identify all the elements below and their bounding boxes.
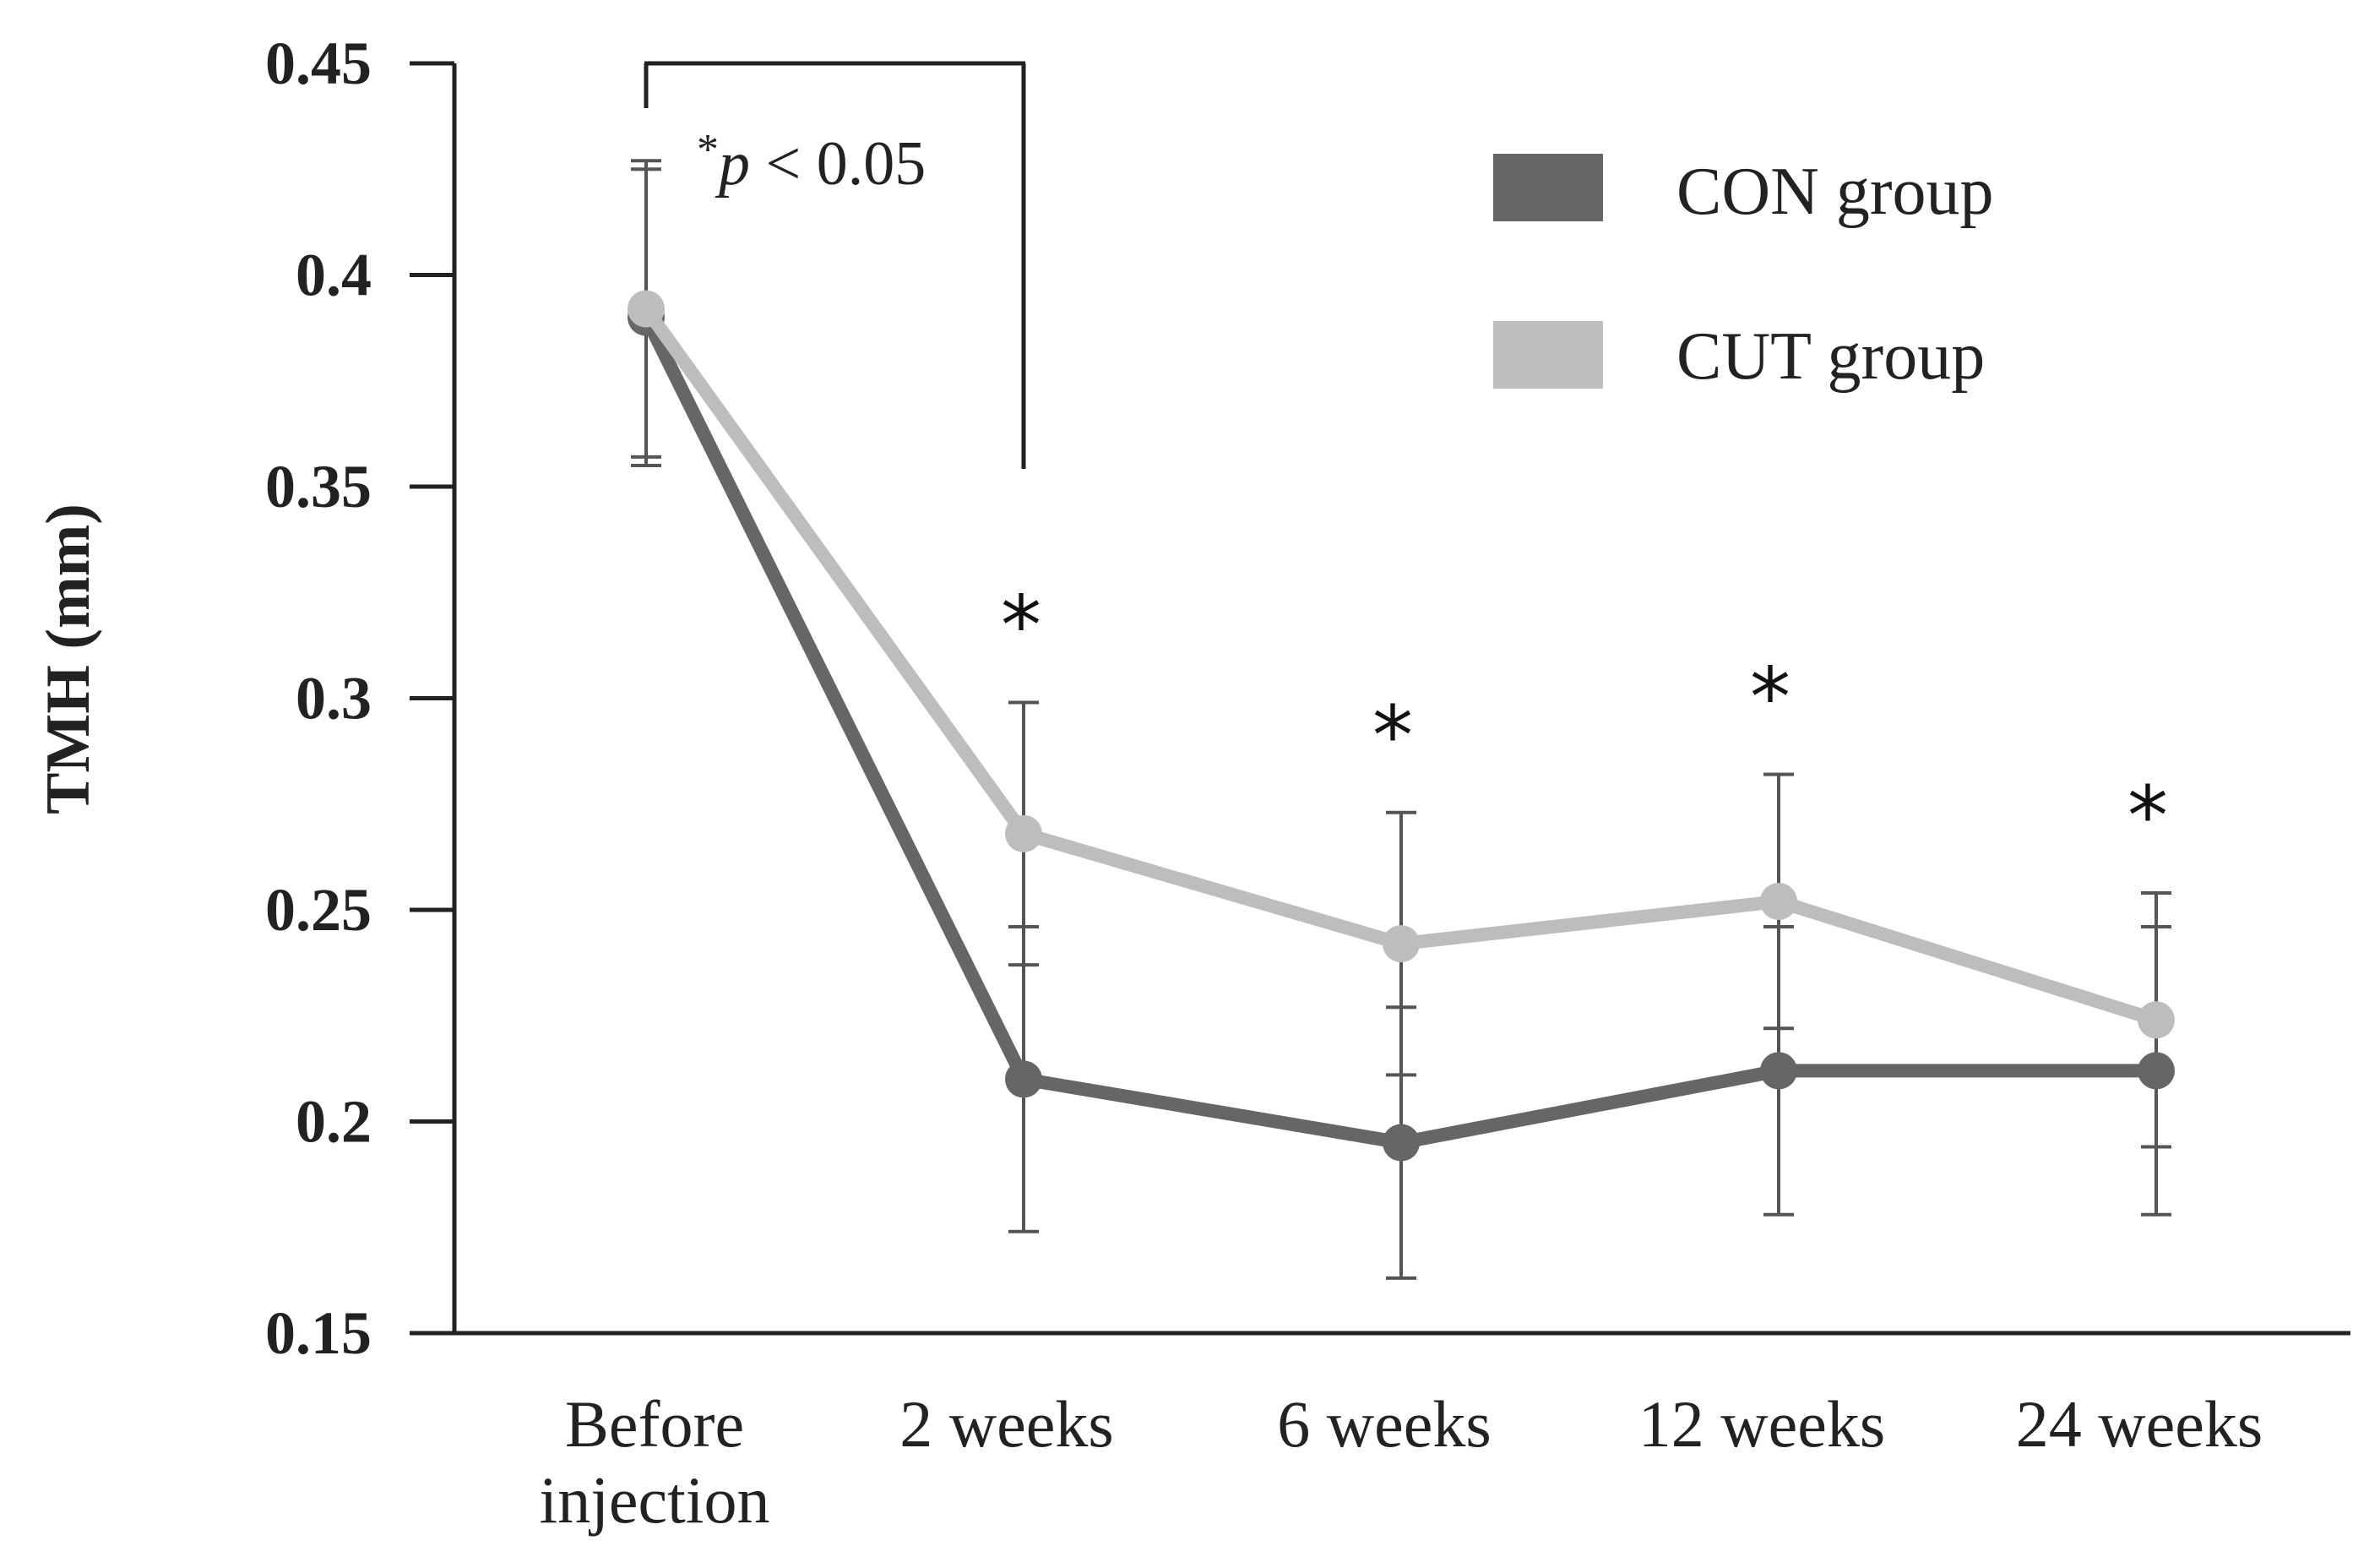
significance-star-0: * — [1001, 579, 1041, 673]
point-con-1 — [1005, 1060, 1042, 1098]
significance-star-3: * — [2127, 769, 2168, 863]
point-cut-2 — [1383, 925, 1420, 963]
y-tick-label-5: 0.4 — [296, 242, 372, 309]
x-tick-label-3: 12 weeks — [1638, 1387, 1885, 1461]
legend-swatch-con — [1493, 154, 1603, 221]
x-tick-label-0-line-1: injection — [540, 1463, 770, 1537]
x-tick-label-0-line-0: Before — [565, 1387, 744, 1461]
y-ticks: 0.15 0.2 0.25 0.3 0.35 0.4 0.45 — [265, 30, 454, 1367]
legend-swatch-cut — [1493, 321, 1603, 389]
significance-star-2: * — [1750, 651, 1790, 745]
x-tick-label-4-line-0: 24 weeks — [2016, 1387, 2263, 1461]
p-value-annotation: *p < 0.05 — [697, 126, 926, 199]
y-tick-label-3: 0.3 — [296, 665, 372, 732]
y-axis-label: TMH (mm) — [34, 504, 103, 814]
y-tick-label-1: 0.2 — [296, 1088, 372, 1156]
annotation-threshold: < 0.05 — [750, 129, 926, 199]
point-con-2 — [1383, 1124, 1420, 1162]
y-tick-label-0: 0.15 — [265, 1299, 372, 1367]
annotation-star: * — [697, 126, 719, 174]
point-con-4 — [2138, 1052, 2175, 1090]
x-tick-label-3-line-0: 12 weeks — [1638, 1387, 1885, 1461]
significance-bracket: *p < 0.05 — [644, 61, 1026, 469]
legend-label-con: CON group — [1676, 155, 1994, 229]
y-tick-label-6: 0.45 — [265, 30, 372, 97]
x-tick-label-0: Before injection — [540, 1387, 770, 1537]
x-tick-label-1-line-0: 2 weeks — [899, 1387, 1113, 1461]
y-tick-label-2: 0.25 — [265, 876, 372, 944]
point-cut-4 — [2138, 1001, 2175, 1039]
point-cut-0 — [628, 290, 665, 328]
x-tick-label-2: 6 weeks — [1277, 1387, 1491, 1461]
x-ticks: Before injection 2 weeks 6 weeks 12 weeks 24 … — [540, 1387, 2263, 1537]
point-cut-1 — [1005, 814, 1042, 852]
annotation-p: p — [715, 129, 750, 199]
y-tick-label-4: 0.35 — [265, 453, 372, 520]
legend: CON group CUT group — [1493, 154, 1994, 394]
x-tick-label-1: 2 weeks — [899, 1387, 1113, 1461]
series-layer — [628, 159, 2175, 1280]
point-con-3 — [1760, 1052, 1797, 1090]
significance-star-1: * — [1372, 689, 1413, 783]
x-tick-label-4: 24 weeks — [2016, 1387, 2263, 1461]
legend-label-cut: CUT group — [1676, 319, 1985, 394]
point-cut-3 — [1760, 882, 1797, 920]
x-tick-label-2-line-0: 6 weeks — [1277, 1387, 1491, 1461]
significance-stars: * * * * — [1001, 579, 2168, 863]
